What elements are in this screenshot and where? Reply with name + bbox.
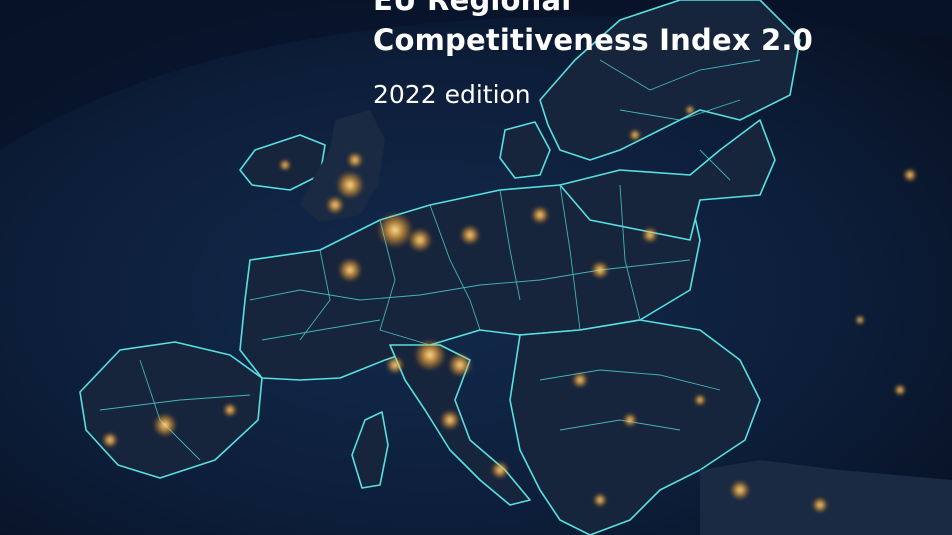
report-title-line-2: Competitiveness Index 2.0 [373,23,813,57]
cover-title-block: EU Regional Competitiveness Index 2.0 20… [373,0,813,112]
edition-label: 2022 edition [373,80,531,109]
regional-borders [99,59,761,461]
report-title-line-1: EU Regional [373,0,572,17]
city-lights [102,105,917,513]
land-regions [79,0,952,535]
